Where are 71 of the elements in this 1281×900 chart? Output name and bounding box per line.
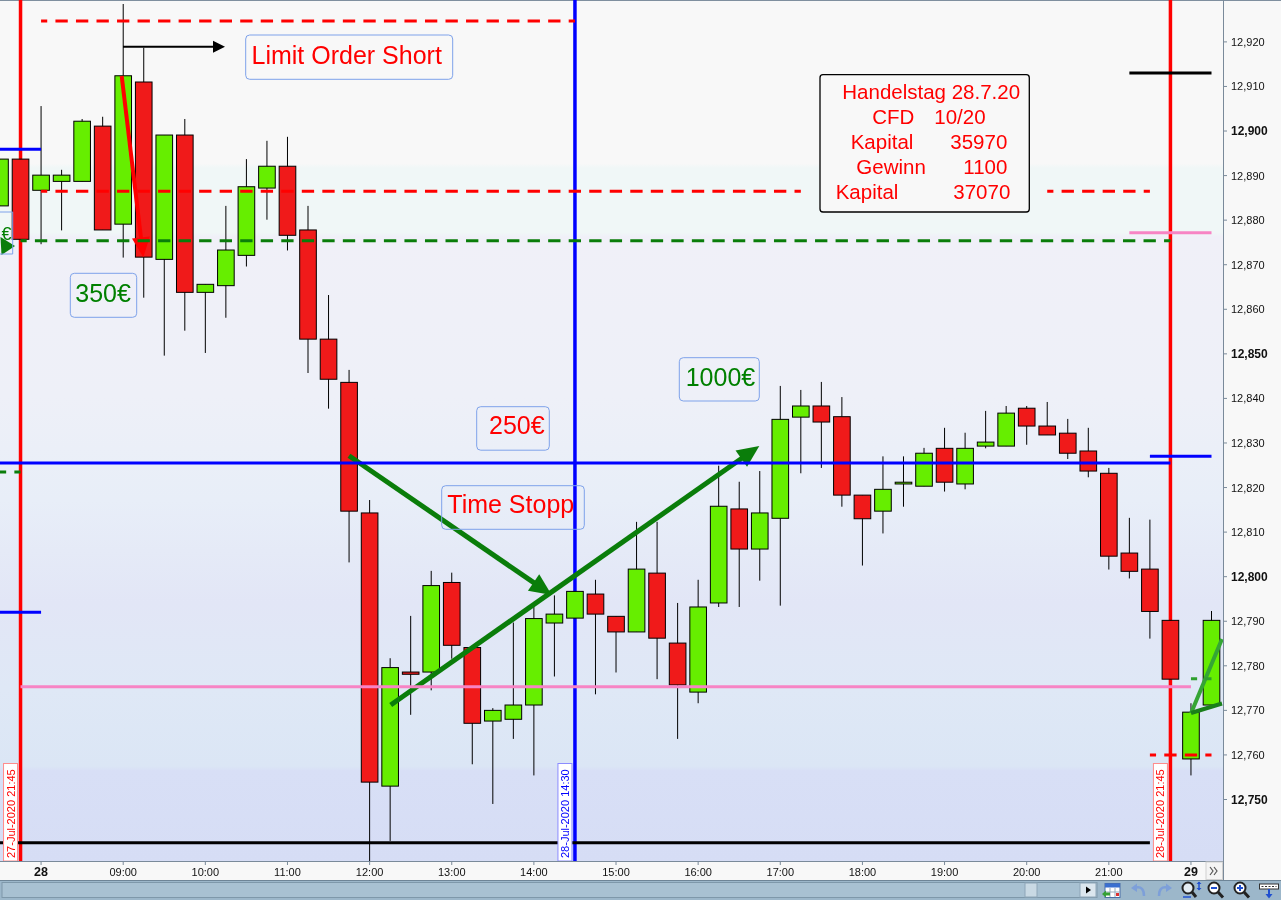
x-tick-label: 21:00	[1095, 865, 1123, 878]
candlestick	[874, 455, 892, 534]
candlestick	[401, 615, 420, 716]
x-tick-label: 17:00	[766, 865, 795, 878]
candlestick	[586, 579, 605, 695]
y-tick-label: 12,770	[1231, 704, 1265, 717]
candlestick	[196, 283, 215, 354]
candlestick	[52, 169, 71, 231]
annotation: Limit Order Short	[251, 40, 442, 69]
annotation: Kapital	[835, 180, 899, 203]
annotation: Time Stopp	[447, 490, 575, 519]
annotation: 35970	[950, 130, 1008, 153]
y-tick-label: 12,760	[1231, 748, 1265, 761]
annotation: 350€	[75, 278, 132, 307]
candlestick	[484, 707, 502, 805]
annotation: Kapital	[850, 130, 914, 153]
annotation: €	[1, 224, 12, 244]
y-tick-label: 12,910	[1231, 80, 1265, 93]
candlestick	[258, 140, 276, 221]
y-tick-label: 12,810	[1231, 526, 1265, 539]
annotation: 27-Jul-2020 21:45	[4, 769, 17, 858]
x-tick-label: 11:00	[274, 865, 301, 878]
annotation: 10/20	[934, 105, 986, 128]
y-tick-label: 12,880	[1231, 214, 1265, 227]
candlestick	[894, 455, 913, 508]
y-tick-label: 12,800	[1231, 569, 1269, 584]
x-tick-label: 13:00	[437, 865, 466, 878]
candlestick	[792, 389, 810, 474]
y-tick-label: 12,860	[1231, 303, 1265, 316]
y-tick-label: 12,820	[1231, 481, 1265, 494]
x-tick-label: 20:00	[1012, 865, 1041, 878]
x-tick-label: 09:00	[109, 865, 137, 878]
y-tick-label: 12,900	[1231, 124, 1269, 139]
candlestick	[1017, 405, 1036, 446]
annotation: Gewinn	[856, 155, 926, 178]
candlestick	[504, 622, 523, 740]
annotation: Handelstag 28.7.20	[842, 80, 1021, 103]
y-tick-label: 12,850	[1231, 346, 1269, 361]
y-tick-label: 12,920	[1231, 35, 1265, 48]
y-tick-label: 12,790	[1231, 615, 1265, 628]
candlestick	[812, 381, 831, 469]
annotation: CFD	[872, 105, 915, 128]
annotation: 37070	[953, 180, 1011, 203]
x-tick-label: 12:00	[355, 865, 384, 878]
y-tick-label: 12,830	[1231, 436, 1265, 449]
y-tick-label: 12,750	[1231, 792, 1269, 807]
y-tick-label: 12,890	[1231, 169, 1265, 182]
x-tick-label: 19:00	[930, 865, 959, 878]
candlestick	[1038, 401, 1057, 436]
x-tick-label: 15:00	[602, 865, 630, 878]
x-tick-label: 14:00	[520, 865, 548, 878]
y-tick-label: 12,840	[1231, 392, 1265, 405]
candlestick	[1058, 418, 1077, 460]
x-tick-label: 18:00	[848, 865, 877, 878]
candlestick	[32, 105, 50, 245]
annotation: 1100	[963, 155, 1008, 178]
y-tick-label: 12,780	[1231, 659, 1265, 672]
y-tick-label: 12,870	[1231, 258, 1265, 271]
candlestick	[545, 594, 564, 677]
annotation: 1000€	[685, 363, 756, 391]
annotation: 28-Jul-2020 14:30	[558, 769, 571, 858]
x-tick-label: 10:00	[191, 865, 220, 878]
annotation: 28-Jul-2020 21:45	[1154, 769, 1167, 858]
candlestick	[1120, 517, 1139, 579]
x-tick-label: 28	[34, 864, 49, 879]
candlestick	[976, 410, 995, 449]
candlestick	[853, 494, 872, 567]
x-tick-label: 16:00	[684, 865, 712, 878]
annotation: 250€	[489, 411, 545, 440]
x-tick-label: 29	[1184, 864, 1198, 879]
candlestick	[607, 615, 625, 673]
